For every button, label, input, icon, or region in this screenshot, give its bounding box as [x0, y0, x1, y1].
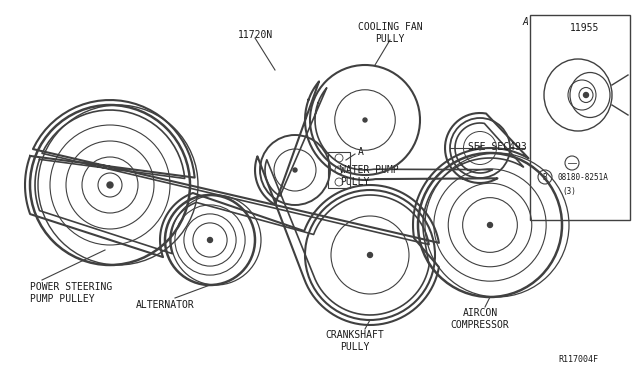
- Text: B: B: [543, 173, 547, 182]
- Text: (3): (3): [562, 187, 576, 196]
- Bar: [530, 15, 630, 220]
- Text: SEE SEC493: SEE SEC493: [468, 142, 527, 152]
- Text: POWER STEERING
PUMP PULLEY: POWER STEERING PUMP PULLEY: [30, 282, 112, 304]
- Text: A: A: [358, 147, 364, 157]
- Circle shape: [107, 182, 113, 188]
- Text: COOLING FAN
PULLY: COOLING FAN PULLY: [358, 22, 422, 44]
- Circle shape: [363, 118, 367, 122]
- Circle shape: [478, 146, 482, 150]
- Circle shape: [367, 253, 372, 257]
- Text: 11720N: 11720N: [237, 30, 273, 40]
- Circle shape: [488, 222, 493, 228]
- Text: WATER PUMP
PULLY: WATER PUMP PULLY: [340, 165, 399, 187]
- Text: ALTERNATOR: ALTERNATOR: [136, 300, 195, 310]
- Circle shape: [293, 168, 297, 172]
- Text: CRANKSHAFT
PULLY: CRANKSHAFT PULLY: [326, 330, 385, 352]
- Text: A: A: [522, 17, 528, 27]
- Bar: [328, 152, 350, 188]
- Text: R117004F: R117004F: [558, 355, 598, 364]
- Text: 11955: 11955: [570, 23, 600, 33]
- Text: 08180-8251A: 08180-8251A: [558, 173, 609, 182]
- Circle shape: [207, 237, 212, 243]
- Text: AIRCON
COMPRESSOR: AIRCON COMPRESSOR: [451, 308, 509, 330]
- Circle shape: [584, 93, 589, 97]
